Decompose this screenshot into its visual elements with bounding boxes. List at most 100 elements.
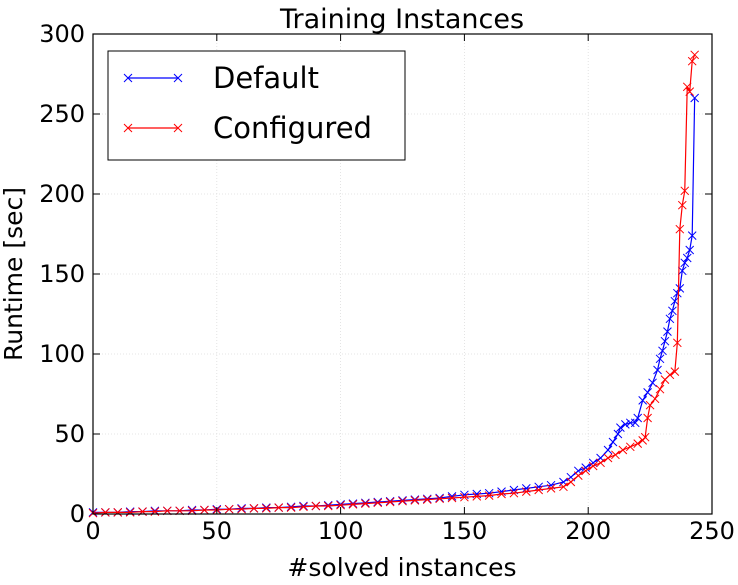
legend-marker xyxy=(173,123,183,133)
legend-marker xyxy=(123,123,133,133)
data-point xyxy=(249,504,259,513)
data-point xyxy=(398,496,407,505)
data-point xyxy=(611,450,620,460)
data-point xyxy=(323,500,333,510)
data-point xyxy=(385,497,395,507)
data-point xyxy=(224,504,234,514)
data-point xyxy=(643,388,652,397)
data-point xyxy=(422,495,432,504)
data-point xyxy=(670,367,680,376)
x-tick-label: 100 xyxy=(318,517,364,545)
data-point xyxy=(274,503,284,512)
data-point xyxy=(566,477,576,487)
data-point xyxy=(613,429,623,439)
data-point xyxy=(633,439,643,448)
data-point xyxy=(660,336,670,346)
data-point xyxy=(237,504,246,514)
x-tick-label: 150 xyxy=(441,517,487,545)
data-point xyxy=(237,504,246,513)
data-point xyxy=(653,365,662,375)
data-point xyxy=(573,471,583,480)
y-tick-label: 150 xyxy=(39,260,85,288)
data-point xyxy=(645,400,655,410)
data-point xyxy=(608,437,618,447)
data-point xyxy=(422,494,432,504)
plot-area xyxy=(88,50,700,518)
data-point xyxy=(559,482,568,492)
data-point xyxy=(677,266,687,276)
legend: Default Configured xyxy=(107,50,406,161)
data-point xyxy=(603,445,613,455)
data-point xyxy=(638,396,648,405)
data-point xyxy=(690,93,700,103)
data-point xyxy=(101,508,110,517)
y-tick-label: 200 xyxy=(39,180,85,208)
data-point xyxy=(687,56,697,66)
y-tick-label: 250 xyxy=(39,100,85,128)
data-point xyxy=(581,463,591,472)
data-point xyxy=(588,461,598,471)
y-axis-label: Runtime [sec] xyxy=(0,187,28,361)
data-point xyxy=(410,495,420,504)
data-point xyxy=(596,458,605,468)
data-point xyxy=(435,494,444,504)
data-point xyxy=(643,413,652,423)
data-point xyxy=(546,484,556,493)
data-point xyxy=(677,200,687,210)
data-point xyxy=(675,224,685,234)
data-point xyxy=(670,296,680,306)
data-point xyxy=(410,496,420,505)
data-point xyxy=(640,432,650,442)
data-point xyxy=(336,500,345,509)
data-point xyxy=(484,491,494,500)
y-tick-label: 0 xyxy=(70,500,85,528)
data-point xyxy=(690,50,700,60)
data-point xyxy=(348,500,358,509)
data-point xyxy=(680,258,690,268)
data-point xyxy=(361,499,370,508)
data-point xyxy=(286,503,296,512)
data-point xyxy=(125,508,135,517)
legend-box xyxy=(107,50,406,161)
data-point xyxy=(616,423,625,432)
series-line xyxy=(92,54,696,514)
data-point xyxy=(361,498,370,508)
data-point xyxy=(648,378,657,388)
data-point xyxy=(668,306,677,316)
data-point xyxy=(323,501,333,511)
data-point xyxy=(675,284,685,293)
data-point xyxy=(680,186,690,196)
data-point xyxy=(385,496,395,506)
data-point xyxy=(620,420,630,429)
axes: 0 50 100 150 200 250 0 50 100 150 200 250 300 xyxy=(39,20,735,545)
x-tick-label: 250 xyxy=(689,517,735,545)
data-point xyxy=(630,418,640,428)
data-point xyxy=(665,314,675,324)
data-point xyxy=(658,346,667,356)
data-point xyxy=(509,488,519,498)
data-point xyxy=(472,492,482,501)
data-point xyxy=(261,503,271,512)
data-point xyxy=(373,497,383,507)
data-point xyxy=(665,370,675,380)
data-point xyxy=(113,508,123,517)
data-point xyxy=(655,384,665,394)
data-point xyxy=(618,445,628,455)
data-point xyxy=(447,493,457,503)
data-point xyxy=(299,501,308,511)
data-point xyxy=(521,487,531,496)
data-point xyxy=(187,505,197,515)
legend-label: Configured xyxy=(213,111,372,145)
y-tick-label: 100 xyxy=(39,340,85,368)
legend-marker xyxy=(173,73,183,83)
data-point xyxy=(685,87,695,96)
data-point xyxy=(299,502,308,512)
y-tick-label: 50 xyxy=(54,420,85,448)
data-point xyxy=(672,338,682,348)
data-point xyxy=(348,499,358,508)
data-point xyxy=(398,496,407,506)
data-point xyxy=(447,492,457,501)
data-point xyxy=(682,253,692,263)
legend-marker xyxy=(123,73,133,83)
